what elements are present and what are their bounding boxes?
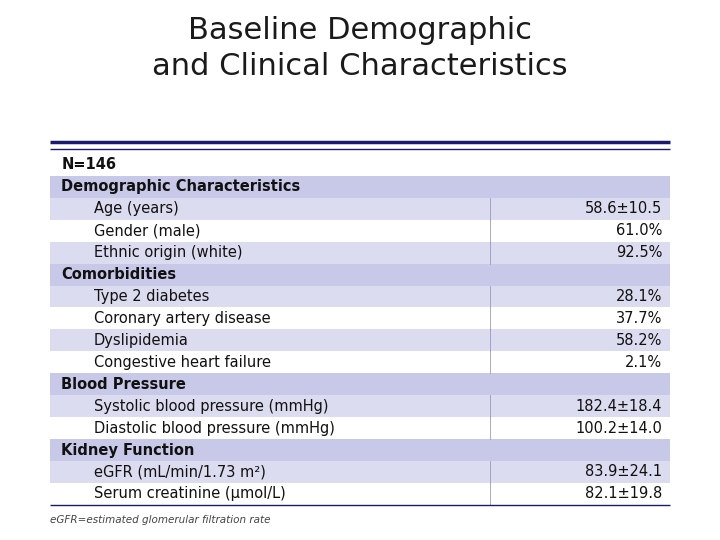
Text: Blood Pressure: Blood Pressure <box>61 377 186 392</box>
Text: eGFR=estimated glomerular filtration rate: eGFR=estimated glomerular filtration rat… <box>50 515 271 525</box>
Text: 82.1±19.8: 82.1±19.8 <box>585 487 662 502</box>
Text: Serum creatinine (μmol/L): Serum creatinine (μmol/L) <box>94 487 285 502</box>
Text: 100.2±14.0: 100.2±14.0 <box>575 421 662 436</box>
Text: 58.6±10.5: 58.6±10.5 <box>585 201 662 216</box>
Text: Type 2 diabetes: Type 2 diabetes <box>94 289 209 304</box>
Text: Ethnic origin (white): Ethnic origin (white) <box>94 245 242 260</box>
FancyBboxPatch shape <box>50 220 670 241</box>
FancyBboxPatch shape <box>50 417 670 439</box>
FancyBboxPatch shape <box>50 329 670 352</box>
Text: 83.9±24.1: 83.9±24.1 <box>585 464 662 480</box>
Text: Congestive heart failure: Congestive heart failure <box>94 355 271 370</box>
FancyBboxPatch shape <box>50 439 670 461</box>
Text: Diastolic blood pressure (mmHg): Diastolic blood pressure (mmHg) <box>94 421 335 436</box>
FancyBboxPatch shape <box>50 176 670 198</box>
FancyBboxPatch shape <box>50 461 670 483</box>
Text: eGFR (mL/min/1.73 m²): eGFR (mL/min/1.73 m²) <box>94 464 266 480</box>
FancyBboxPatch shape <box>50 395 670 417</box>
FancyBboxPatch shape <box>50 286 670 307</box>
FancyBboxPatch shape <box>50 241 670 264</box>
Text: 92.5%: 92.5% <box>616 245 662 260</box>
Text: N=146: N=146 <box>61 157 116 172</box>
Text: Dyslipidemia: Dyslipidemia <box>94 333 189 348</box>
Text: 37.7%: 37.7% <box>616 311 662 326</box>
Text: 182.4±18.4: 182.4±18.4 <box>576 399 662 414</box>
FancyBboxPatch shape <box>50 264 670 286</box>
Text: Comorbidities: Comorbidities <box>61 267 176 282</box>
FancyBboxPatch shape <box>50 154 670 176</box>
Text: 28.1%: 28.1% <box>616 289 662 304</box>
FancyBboxPatch shape <box>50 307 670 329</box>
Text: 61.0%: 61.0% <box>616 223 662 238</box>
Text: Kidney Function: Kidney Function <box>61 443 194 457</box>
Text: Coronary artery disease: Coronary artery disease <box>94 311 270 326</box>
Text: Gender (male): Gender (male) <box>94 223 200 238</box>
FancyBboxPatch shape <box>50 352 670 373</box>
Text: 58.2%: 58.2% <box>616 333 662 348</box>
Text: Systolic blood pressure (mmHg): Systolic blood pressure (mmHg) <box>94 399 328 414</box>
FancyBboxPatch shape <box>50 198 670 220</box>
FancyBboxPatch shape <box>50 373 670 395</box>
Text: Baseline Demographic
and Clinical Characteristics: Baseline Demographic and Clinical Charac… <box>152 16 568 81</box>
Text: 2.1%: 2.1% <box>625 355 662 370</box>
FancyBboxPatch shape <box>50 483 670 505</box>
Text: Age (years): Age (years) <box>94 201 179 216</box>
Text: Demographic Characteristics: Demographic Characteristics <box>61 179 300 194</box>
